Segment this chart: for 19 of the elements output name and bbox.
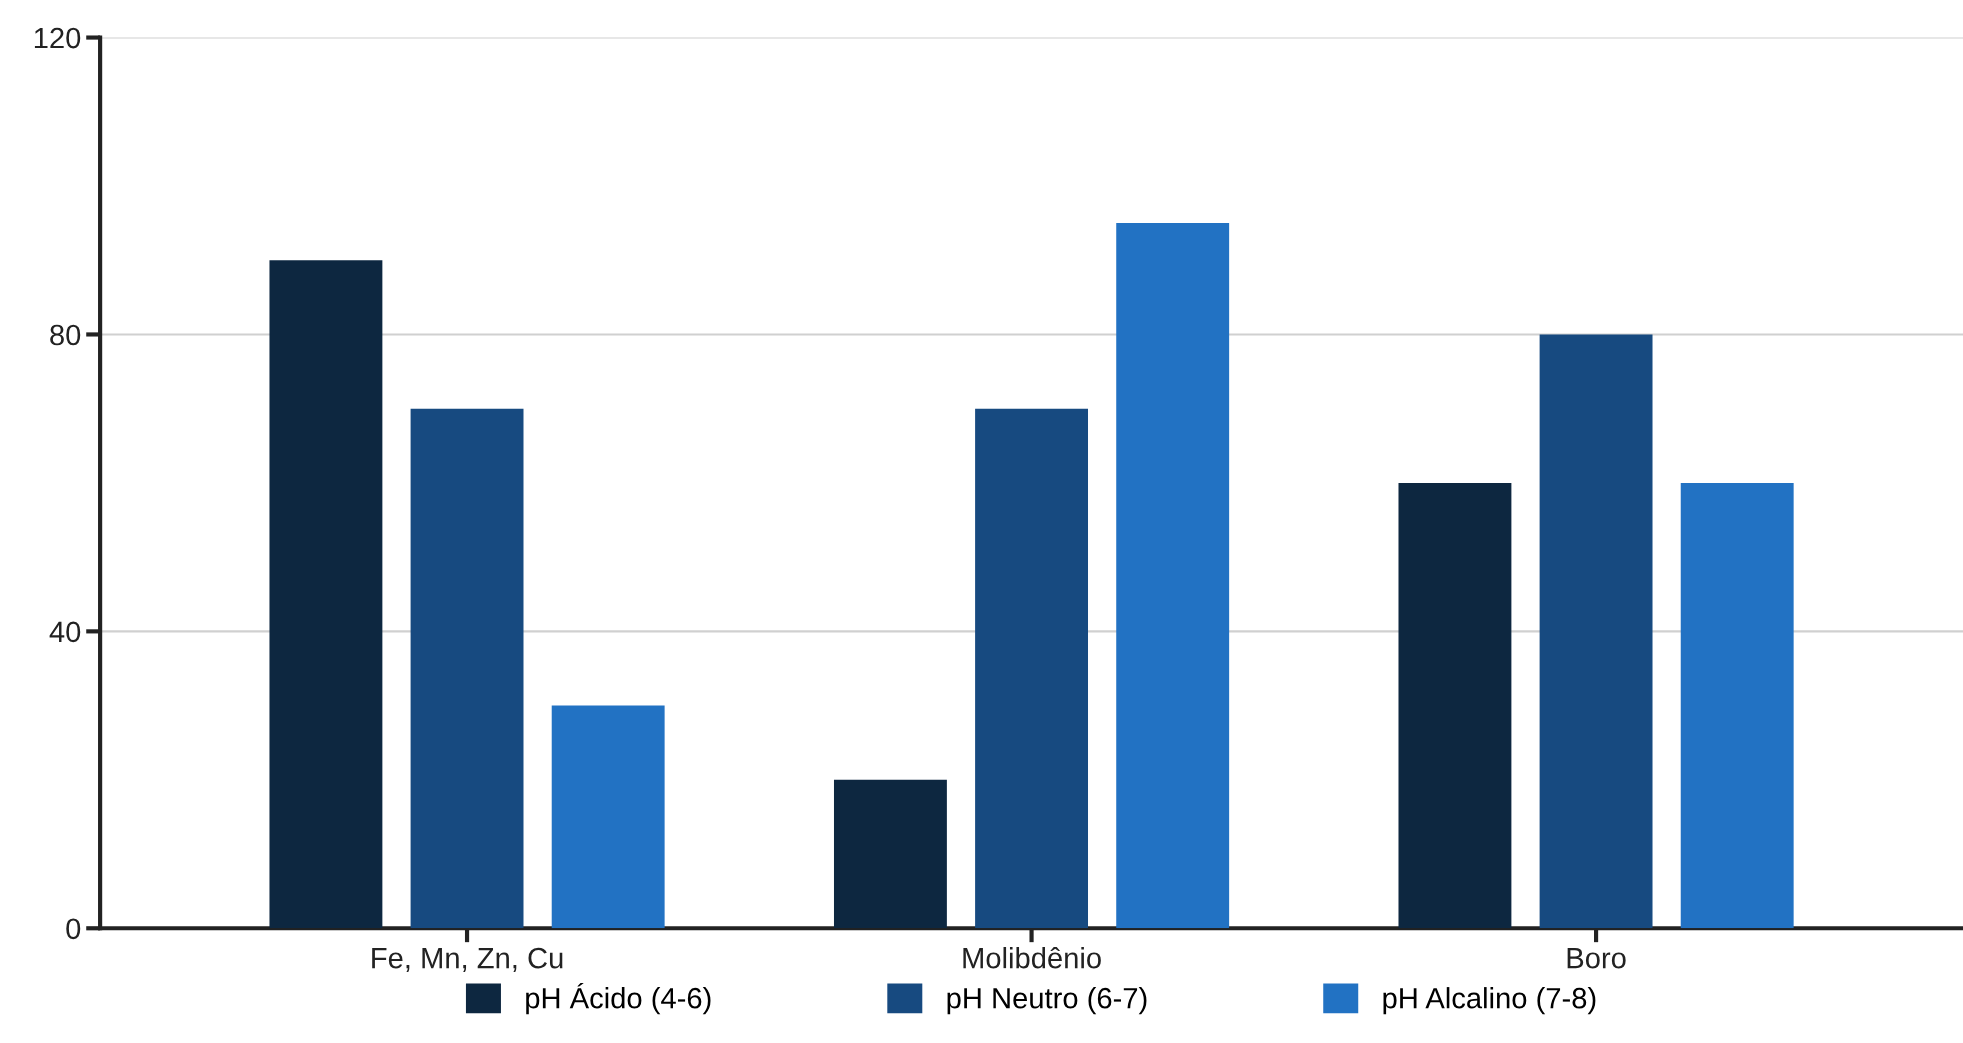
- bar: [551, 705, 665, 929]
- bar: [1539, 334, 1653, 929]
- x-tick-label: Fe, Mn, Zn, Cu: [372, 947, 563, 972]
- y-tick-label: 80: [50, 324, 81, 346]
- legend-label: pH Alcalino (7-8): [1383, 987, 1596, 1015]
- bar: [1680, 482, 1794, 929]
- bar: [410, 408, 524, 929]
- bar: [269, 260, 383, 929]
- y-tick-label: 120: [34, 27, 81, 49]
- bar: [1116, 223, 1230, 929]
- legend-label: pH Neutro (6-7): [947, 987, 1147, 1015]
- bar: [975, 408, 1089, 929]
- x-tick-label: Boro: [1567, 948, 1626, 969]
- legend-label: pH Ácido (4-6): [526, 982, 711, 1015]
- y-tick-label: 0: [66, 918, 81, 940]
- bar: [1398, 482, 1512, 929]
- bar: [833, 779, 947, 929]
- y-tick-label: 40: [49, 621, 81, 643]
- x-tick-label: Molibdênio: [963, 946, 1101, 969]
